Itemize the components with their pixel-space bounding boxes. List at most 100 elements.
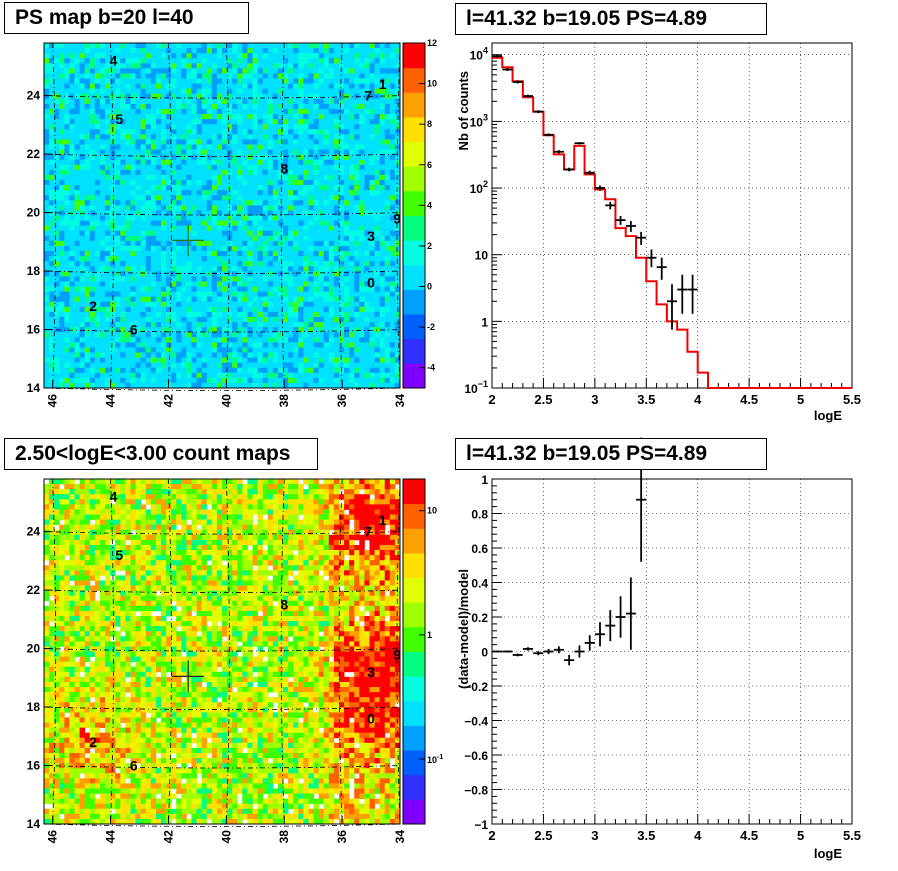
heatmap-cell <box>59 108 65 115</box>
heatmap-cell <box>318 291 325 298</box>
heatmap-cell <box>150 271 157 277</box>
heatmap-cell <box>89 327 96 333</box>
heatmap-cell <box>206 215 213 221</box>
heatmap-cell <box>257 286 264 292</box>
heatmap-cell <box>206 235 213 242</box>
heatmap-cell <box>105 225 111 232</box>
heatmap-cell <box>303 93 309 100</box>
heatmap-cell <box>328 43 335 49</box>
heatmap-cell <box>94 53 101 59</box>
heatmap-cell <box>59 63 65 69</box>
heatmap-cell <box>206 311 213 318</box>
heatmap-cell <box>384 124 391 130</box>
heatmap-cell <box>94 190 101 196</box>
heatmap-cell <box>318 362 325 369</box>
heatmap-cell <box>394 245 401 252</box>
heatmap-cell <box>89 53 96 59</box>
heatmap-cell <box>171 301 177 308</box>
heatmap-cell <box>181 43 187 49</box>
heatmap-cell <box>283 306 289 313</box>
heatmap-cell <box>99 352 106 358</box>
heatmap-cell <box>303 342 309 348</box>
heatmap-cell <box>227 103 233 110</box>
heatmap-cell <box>318 276 325 282</box>
heatmap-cell <box>211 73 218 79</box>
heatmap-cell <box>313 251 320 257</box>
heatmap-cell <box>84 190 91 196</box>
heatmap-cell <box>277 296 284 303</box>
heatmap-cell <box>110 245 116 252</box>
heatmap-cell <box>44 271 50 277</box>
heatmap-cell <box>130 190 136 196</box>
heatmap-cell <box>211 149 218 156</box>
heatmap-cell <box>272 311 279 318</box>
heatmap-cell <box>293 169 299 176</box>
heatmap-cell <box>379 129 386 135</box>
heatmap-cell <box>267 291 274 298</box>
heatmap-cell <box>252 306 258 313</box>
heatmap-cell <box>69 245 75 252</box>
heatmap-cell <box>262 93 269 100</box>
heatmap-cell <box>369 169 375 176</box>
heatmap-cell <box>364 159 370 166</box>
heatmap-cell <box>252 164 258 171</box>
heatmap-cell <box>120 382 126 389</box>
heatmap-cell <box>171 382 177 389</box>
heatmap-cell <box>277 83 284 90</box>
heatmap-cell <box>394 337 401 343</box>
heatmap-cell <box>293 271 299 277</box>
heatmap-cell <box>288 225 294 232</box>
x-tick-label: 40 <box>219 394 233 408</box>
heatmap-cell <box>110 73 116 79</box>
heatmap-cell <box>54 306 60 313</box>
heatmap-cell <box>328 372 335 379</box>
heatmap-cell <box>150 215 157 221</box>
heatmap-cell <box>277 316 284 323</box>
heatmap-cell <box>328 245 335 252</box>
heatmap-cell <box>389 256 396 262</box>
heatmap-cell <box>338 281 345 287</box>
heatmap-cell <box>272 271 279 277</box>
heatmap-cell <box>354 63 360 69</box>
heatmap-cell <box>211 322 218 328</box>
heatmap-cell <box>196 159 203 166</box>
heatmap-cell <box>94 43 101 49</box>
heatmap-cell <box>140 362 147 369</box>
heatmap-cell <box>313 139 320 145</box>
heatmap-cell <box>171 149 177 156</box>
heatmap-cell <box>64 169 70 176</box>
heatmap-cell <box>155 154 162 161</box>
heatmap-cell <box>125 53 131 59</box>
heatmap-cell <box>99 88 106 95</box>
heatmap-cell <box>54 494 60 500</box>
heatmap-cell <box>49 200 55 206</box>
heatmap-cell <box>344 43 350 49</box>
heatmap-cell <box>277 63 284 69</box>
heatmap-cell <box>237 53 243 59</box>
heatmap-cell <box>222 200 228 206</box>
heatmap-cell <box>338 215 345 221</box>
heatmap-cell <box>394 362 401 369</box>
heatmap-cell <box>222 63 228 69</box>
heatmap-cell <box>49 722 55 728</box>
heatmap-cell <box>338 251 345 257</box>
heatmap-cell <box>135 154 142 161</box>
heatmap-cell <box>54 539 60 546</box>
heatmap-cell <box>283 78 289 84</box>
heatmap-cell <box>186 53 192 59</box>
heatmap-cell <box>181 124 187 130</box>
heatmap-cell <box>166 174 172 181</box>
heatmap-cell <box>394 240 401 247</box>
heatmap-cell <box>69 124 75 130</box>
heatmap-cell <box>267 174 274 181</box>
heatmap-cell <box>359 322 365 328</box>
heatmap-cell <box>374 240 381 247</box>
heatmap-cell <box>94 119 101 125</box>
heatmap-cell <box>298 342 304 348</box>
heatmap-cell <box>272 367 279 374</box>
heatmap-cell <box>89 68 96 74</box>
heatmap-cell <box>54 139 60 145</box>
heatmap-cell <box>354 78 360 84</box>
heatmap-cell <box>283 367 289 374</box>
heatmap-cell <box>110 225 116 232</box>
